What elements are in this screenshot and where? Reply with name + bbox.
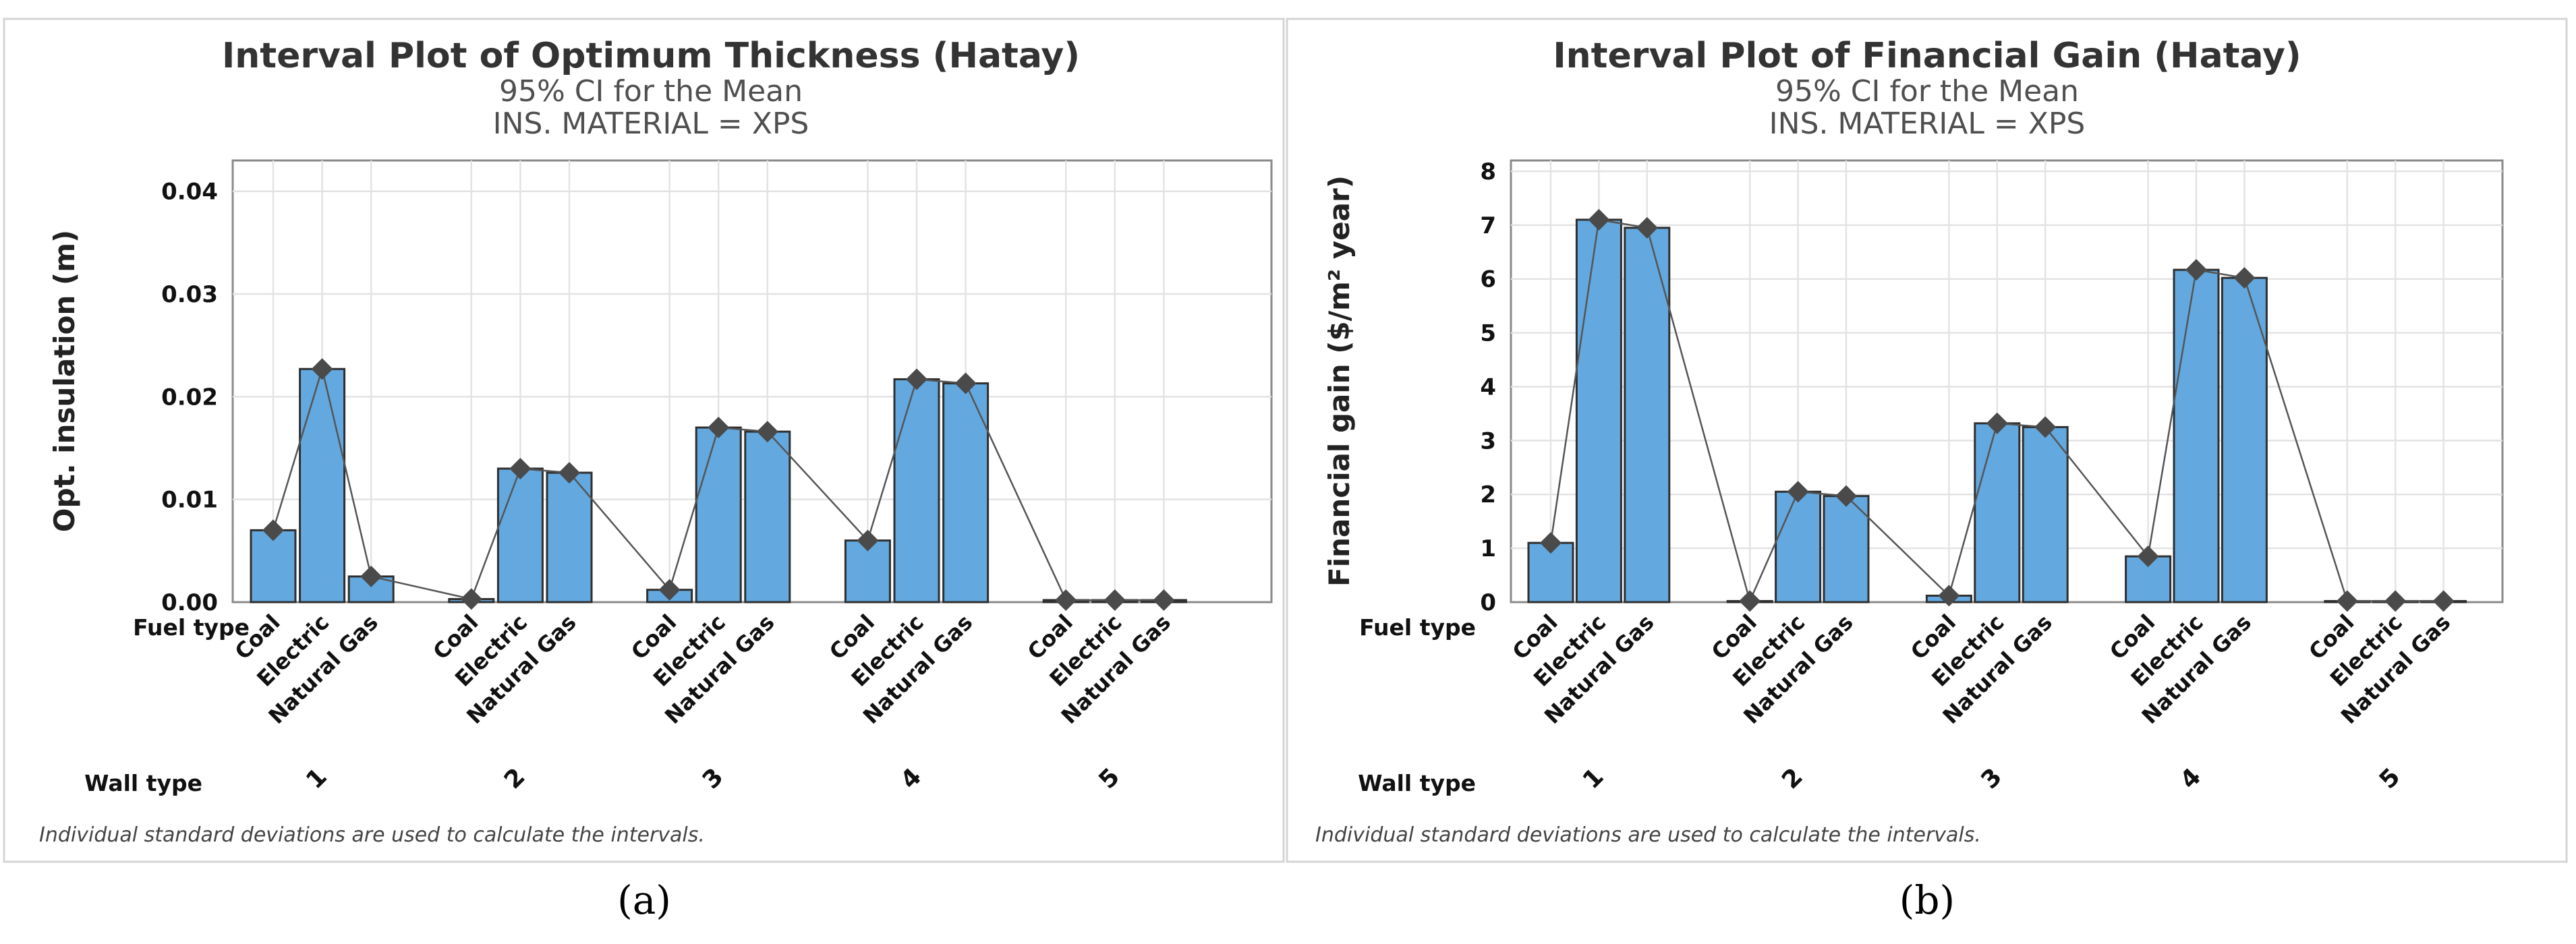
bar	[893, 378, 940, 603]
mean-point	[1588, 208, 1610, 231]
bar	[496, 467, 544, 603]
panel-b-subtitle-material: INS. MATERIAL = XPS	[1769, 107, 2086, 141]
y-tick-label: 4	[1480, 374, 1496, 401]
panel-b-subtitle: 95% CI for the Mean	[1775, 74, 2079, 109]
chart-panel-a: Interval Plot of Optimum Thickness (Hata…	[3, 18, 1285, 863]
y-tick-label: 0.03	[161, 281, 218, 308]
panel-a-y-axis-label: Opt. insulation (m)	[48, 230, 81, 532]
mean-point	[1938, 585, 1960, 607]
bar	[695, 426, 742, 603]
y-tick-label: 5	[1480, 320, 1496, 347]
bar	[744, 430, 791, 603]
panel-b-fuel-type-label: Fuel type	[1359, 614, 1476, 641]
mean-point	[2233, 267, 2256, 289]
y-tick-label: 0.01	[161, 487, 218, 514]
mean-point	[2432, 590, 2455, 612]
bar	[2221, 276, 2268, 603]
mean-point	[708, 417, 730, 439]
bar	[299, 367, 346, 603]
panel-b-y-axis-label: Financial gain ($/m² year)	[1323, 175, 1356, 587]
bar	[2173, 268, 2220, 603]
mean-point	[1835, 485, 1857, 507]
mean-point	[756, 421, 778, 443]
bar	[1575, 218, 1622, 603]
panel-a-footnote: Individual standard deviations are used …	[39, 823, 705, 847]
bar	[1775, 490, 1822, 603]
mean-point	[559, 462, 580, 484]
mean-point	[1787, 481, 1809, 503]
mean-point	[1104, 589, 1126, 611]
bar	[1974, 422, 2021, 603]
y-tick-label: 0.00	[161, 589, 218, 616]
y-tick-label: 1	[1480, 535, 1496, 562]
mean-point	[311, 358, 333, 380]
mean-point	[1540, 532, 1562, 554]
mean-point	[1986, 412, 2008, 434]
mean-point	[658, 579, 681, 601]
y-tick-label: 6	[1480, 266, 1496, 293]
mean-point	[1153, 589, 1175, 611]
y-tick-label: 7	[1480, 212, 1496, 239]
bar	[2125, 555, 2172, 603]
y-tick-label: 0.04	[161, 179, 218, 206]
mean-point	[857, 529, 879, 552]
mean-point	[2034, 416, 2057, 438]
mean-point	[2384, 590, 2407, 612]
y-tick-label: 3	[1480, 427, 1496, 454]
mean-point	[2185, 259, 2207, 281]
panel-a-subtitle-material: INS. MATERIAL = XPS	[493, 107, 809, 141]
y-tick-label: 0	[1480, 589, 1496, 616]
bar	[546, 471, 593, 603]
panel-b-bars	[1527, 218, 2467, 603]
chart-panel-b: Interval Plot of Financial Gain (Hatay) …	[1286, 18, 2568, 863]
mean-point	[1636, 216, 1658, 239]
bar	[2022, 425, 2069, 603]
panel-a-y-ticks: 0.00 0.01 0.02 0.03 0.04	[161, 179, 218, 616]
mean-point	[360, 565, 382, 587]
panel-a-wall-type-label: Wall type	[84, 770, 202, 796]
panel-a-title: Interval Plot of Optimum Thickness (Hata…	[222, 36, 1080, 76]
panel-a-caption: (a)	[617, 877, 671, 923]
panel-b-title: Interval Plot of Financial Gain (Hatay)	[1553, 36, 2301, 76]
panel-b-wall-type-label: Wall type	[1358, 770, 1476, 796]
panel-a-bars	[250, 367, 1187, 603]
panel-a-mean-points	[262, 358, 1175, 611]
panel-b-y-ticks: 0 1 2 3 4 5 6 7 8	[1480, 158, 1496, 616]
mean-point	[2336, 590, 2358, 612]
mean-point	[460, 588, 482, 610]
y-tick-label: 0.02	[161, 384, 218, 411]
mean-point	[906, 368, 927, 390]
panel-b-footnote: Individual standard deviations are used …	[1315, 823, 1981, 847]
mean-point	[1739, 590, 1761, 612]
y-tick-label: 8	[1480, 158, 1496, 185]
panel-a-fuel-type-label: Fuel type	[133, 614, 250, 641]
bar	[250, 529, 297, 603]
panel-b-caption: (b)	[1899, 877, 1955, 923]
panel-a-subtitle: 95% CI for the Mean	[499, 74, 803, 109]
mean-point	[1055, 589, 1077, 611]
panel-b-mean-points	[1540, 208, 2455, 612]
bar	[1823, 495, 1870, 603]
mean-point	[954, 372, 977, 394]
mean-point	[262, 519, 284, 541]
mean-point	[2137, 545, 2159, 568]
y-tick-label: 2	[1480, 481, 1496, 508]
mean-point	[509, 457, 532, 479]
bar	[942, 382, 990, 603]
